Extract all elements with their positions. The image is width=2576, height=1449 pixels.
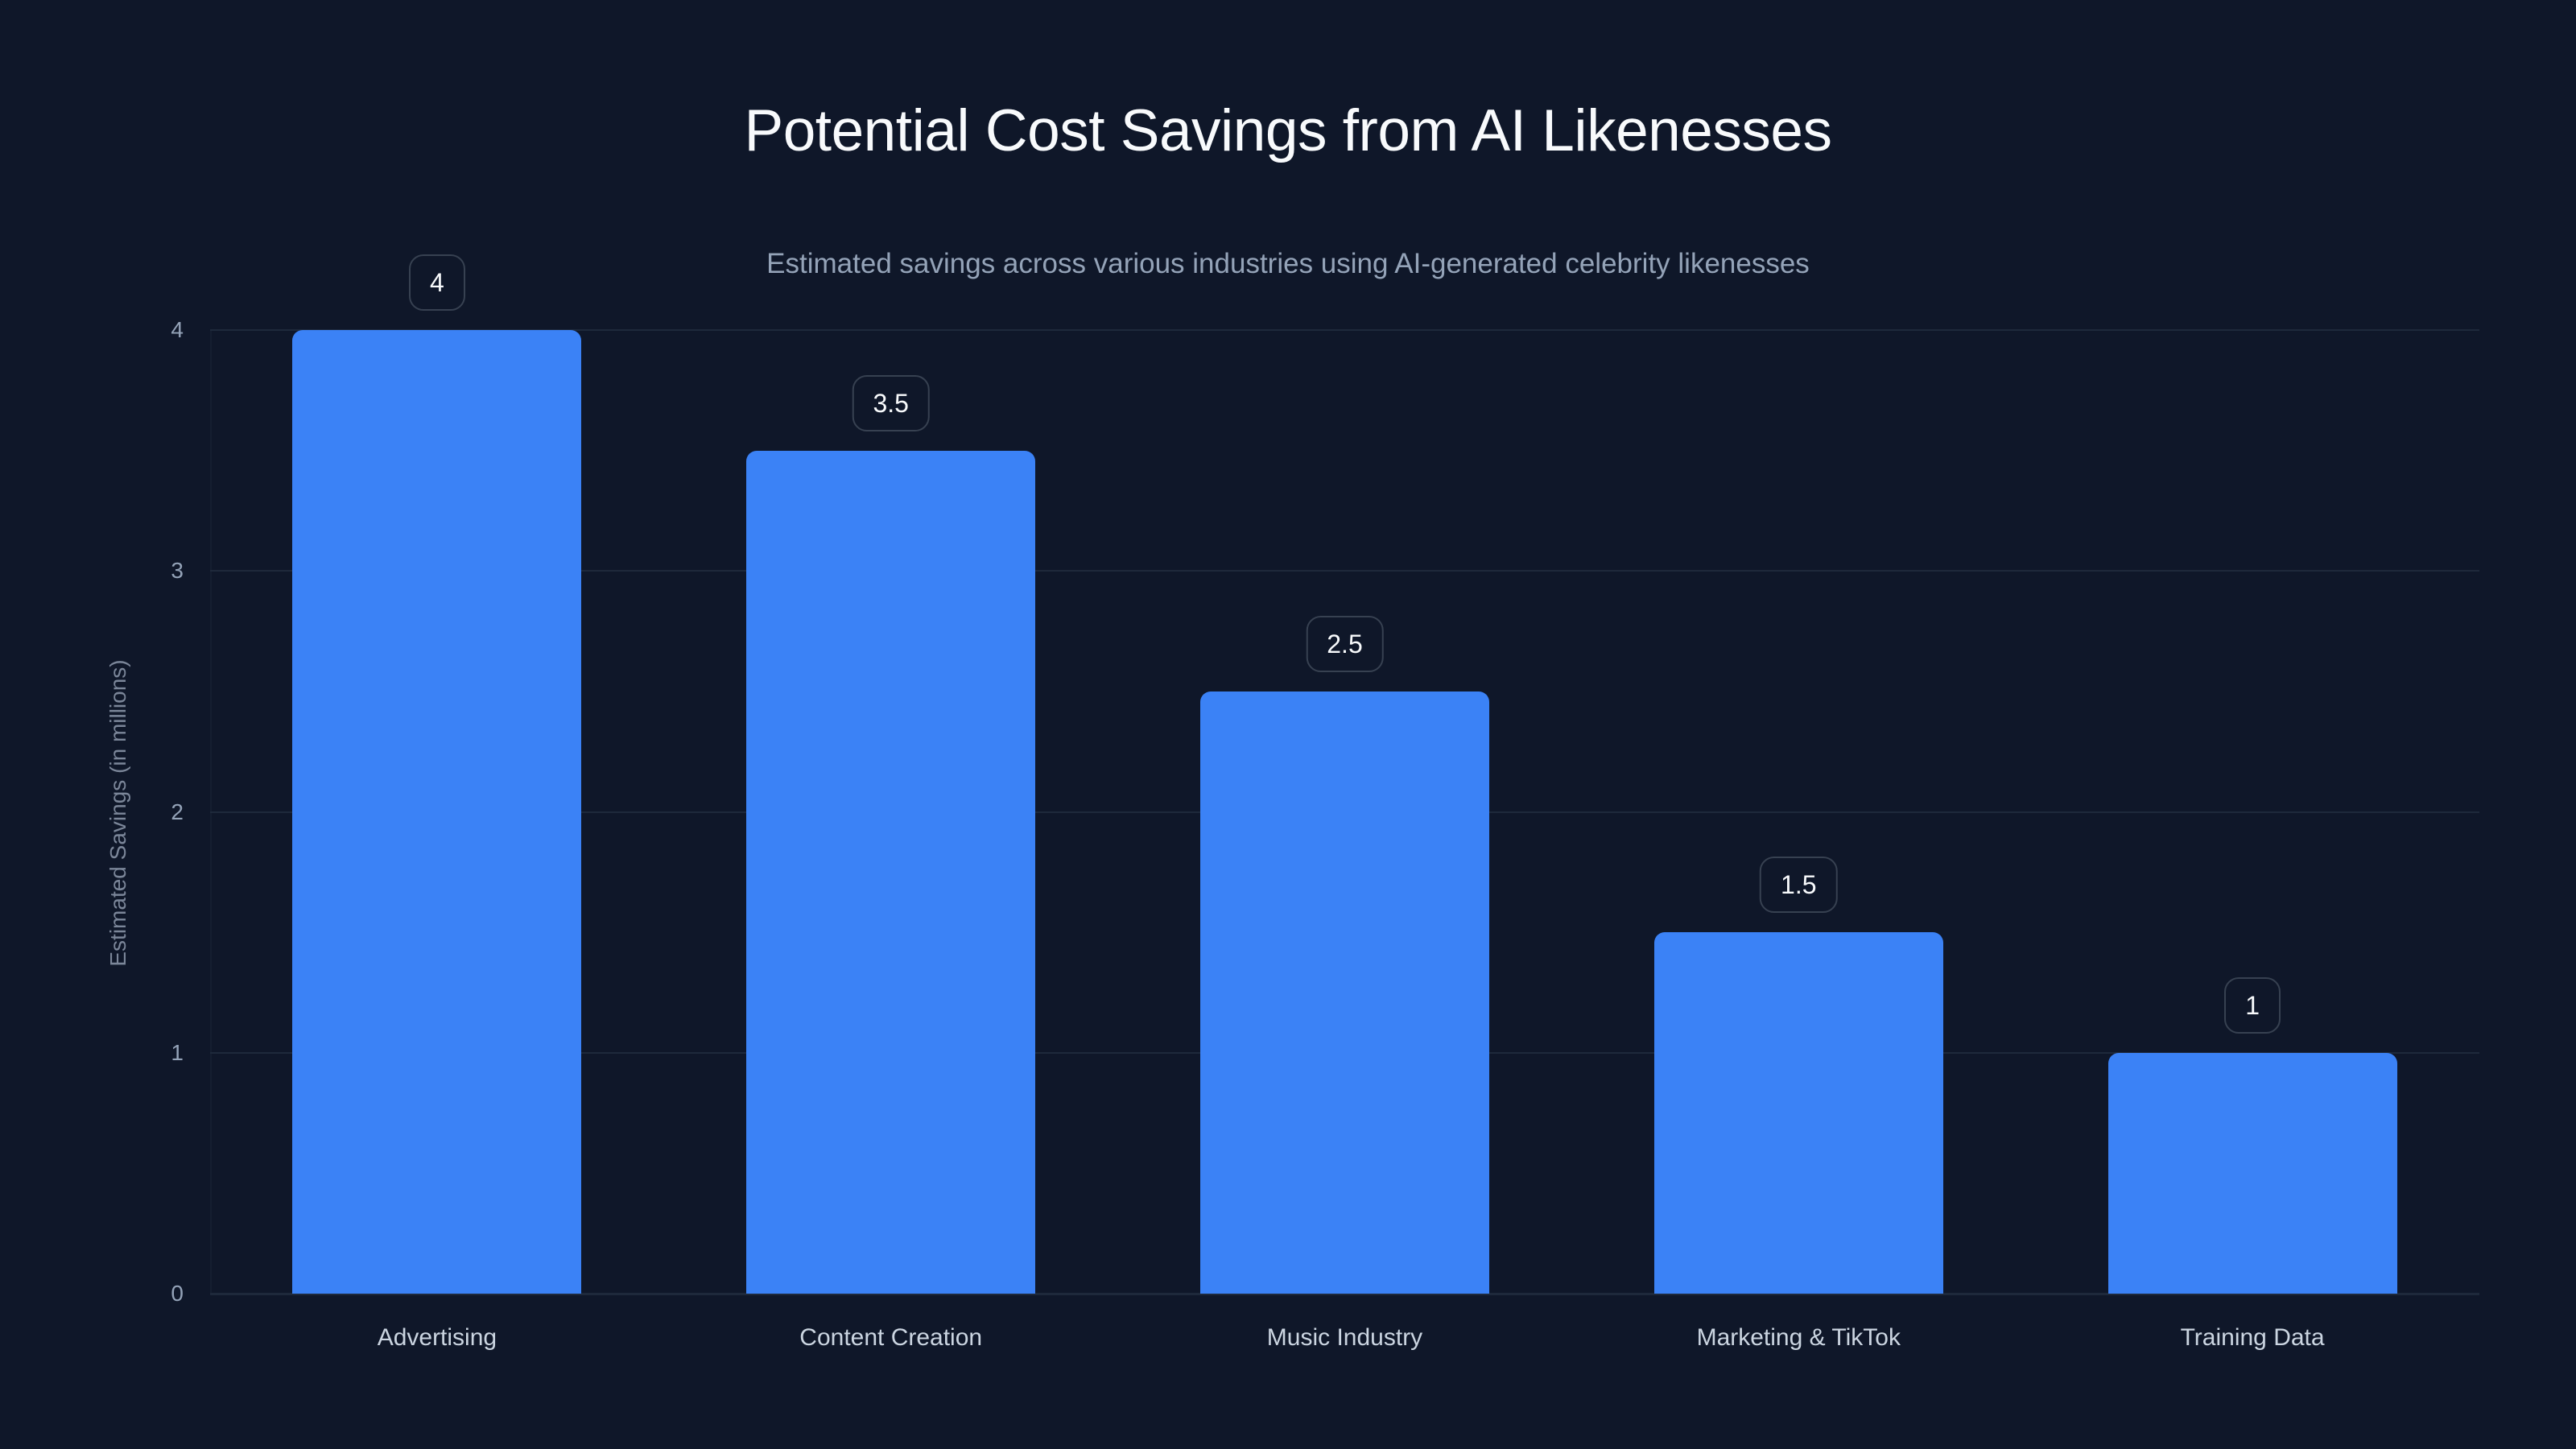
- bar[interactable]: [292, 330, 582, 1294]
- chart-subtitle: Estimated savings across various industr…: [766, 248, 1810, 279]
- x-tick-label: Advertising: [377, 1324, 497, 1351]
- x-tick-label: Training Data: [2180, 1324, 2325, 1351]
- y-tick-label: 4: [171, 317, 184, 342]
- bar-value-label: 2.5: [1306, 615, 1384, 672]
- bar[interactable]: [1653, 932, 1943, 1294]
- gridline: [210, 329, 2479, 331]
- plot-area: [210, 329, 2479, 1295]
- bar-value-label: 4: [408, 254, 465, 311]
- y-axis-label: Estimated Savings (in millions): [105, 659, 130, 967]
- chart-title: Potential Cost Savings from AI Likenesse…: [744, 98, 1832, 163]
- bar[interactable]: [746, 450, 1036, 1294]
- x-axis-baseline: [210, 1293, 2479, 1295]
- y-tick-label: 1: [171, 1039, 184, 1065]
- bar-value-label: 1.5: [1760, 857, 1838, 914]
- y-tick-label: 3: [171, 558, 184, 584]
- x-tick-label: Music Industry: [1266, 1324, 1423, 1351]
- bar-value-label: 3.5: [852, 374, 930, 431]
- bar-value-label: 1: [2224, 976, 2281, 1034]
- bar[interactable]: [2107, 1052, 2397, 1294]
- x-tick-label: Content Creation: [799, 1324, 983, 1351]
- bar[interactable]: [1200, 691, 1489, 1294]
- x-tick-label: Marketing & TikTok: [1696, 1324, 1901, 1351]
- y-tick-label: 2: [171, 799, 184, 824]
- gridline: [210, 570, 2479, 572]
- y-tick-label: 0: [171, 1281, 184, 1306]
